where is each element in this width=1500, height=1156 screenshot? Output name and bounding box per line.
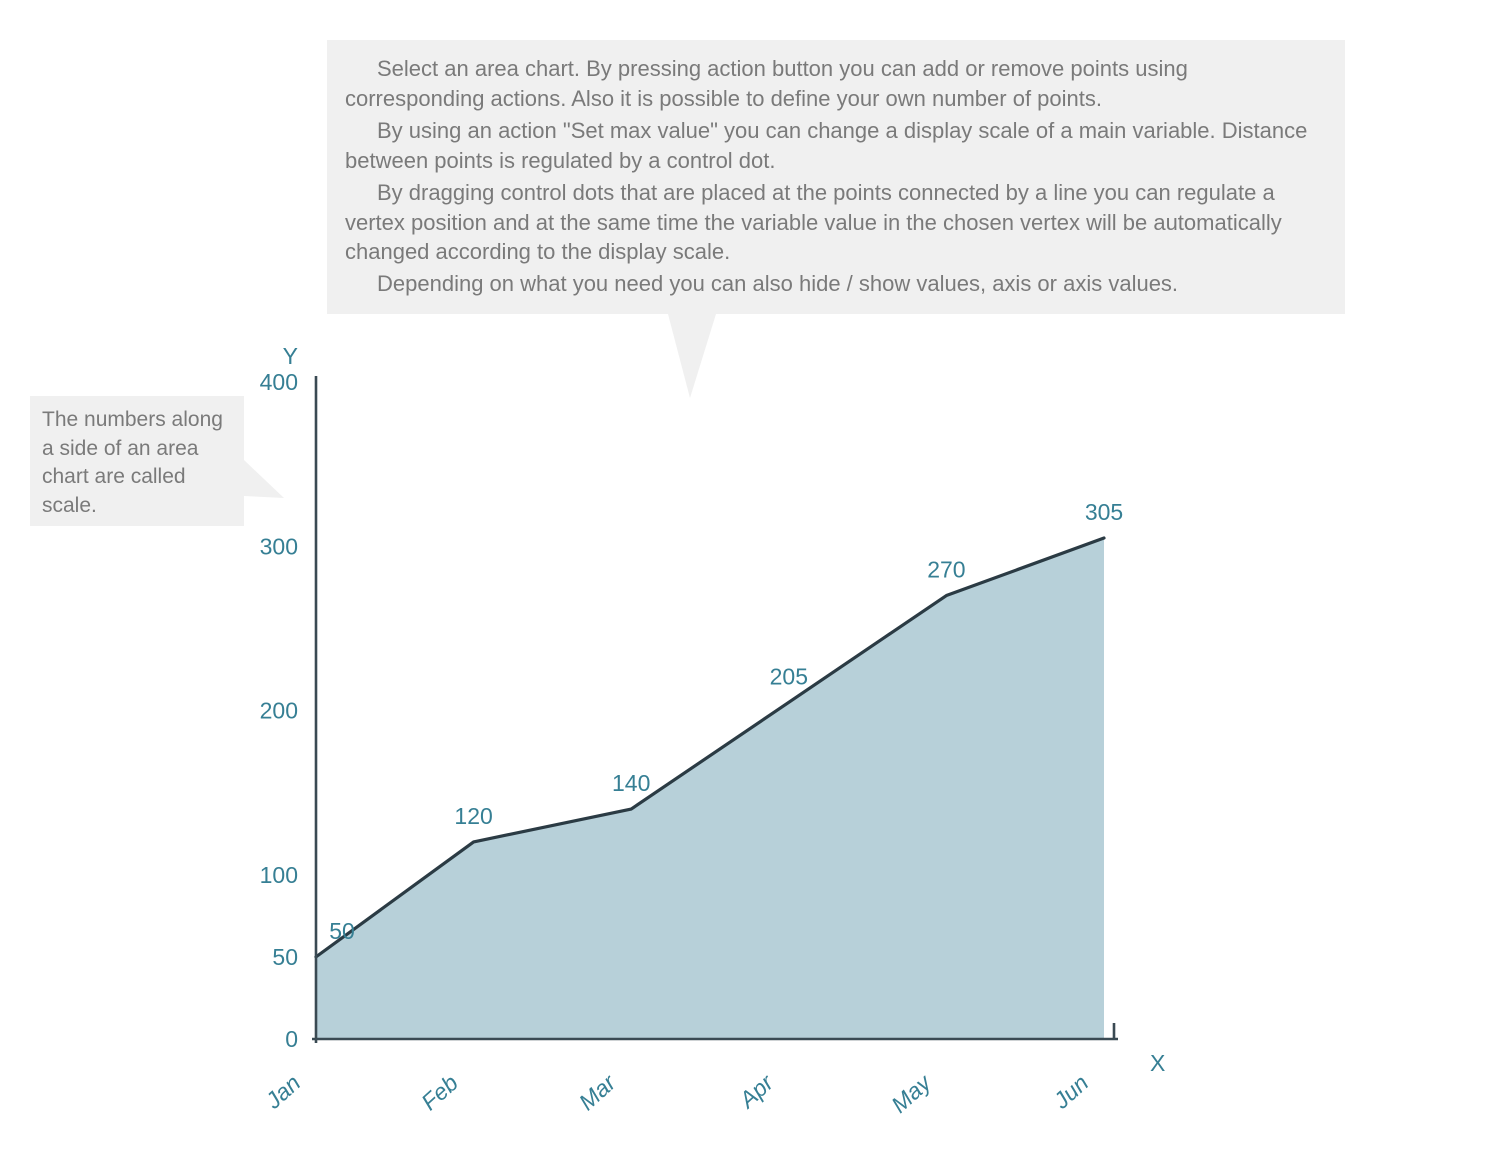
callout-left: The numbers along a side of an area char… <box>30 396 284 526</box>
x-category-label: Feb <box>416 1069 463 1115</box>
callout-top: Select an area chart. By pressing action… <box>327 40 1345 398</box>
y-tick-label: 0 <box>285 1026 298 1052</box>
value-label: 305 <box>1085 499 1123 525</box>
callout-top-text: Select an area chart. By pressing action… <box>345 54 1327 299</box>
y-tick-label: 100 <box>260 862 298 888</box>
value-label: 205 <box>770 663 808 689</box>
x-category-label: Jun <box>1048 1069 1094 1114</box>
y-tick-label: 400 <box>260 369 298 395</box>
y-tick-label: 300 <box>260 533 298 559</box>
figure-stage: Select an area chart. By pressing action… <box>0 0 1500 1156</box>
y-axis-label: Y <box>283 343 298 369</box>
callout-top-paragraph: Depending on what you need you can also … <box>345 269 1327 299</box>
value-label: 120 <box>454 803 492 829</box>
callout-top-paragraph: By using an action "Set max value" you c… <box>345 116 1327 176</box>
x-category-label: Apr <box>733 1069 779 1115</box>
y-tick-label: 200 <box>260 698 298 724</box>
y-tick-label: 50 <box>272 944 298 970</box>
x-axis-label: X <box>1150 1050 1165 1076</box>
callout-top-paragraph: By dragging control dots that are placed… <box>345 178 1327 268</box>
value-label: 270 <box>927 557 965 583</box>
callout-top-paragraph: Select an area chart. By pressing action… <box>345 54 1327 114</box>
x-category-label: Mar <box>574 1069 622 1116</box>
x-category-label: Jan <box>260 1069 306 1114</box>
value-label: 140 <box>612 770 650 796</box>
value-label: 50 <box>329 918 355 944</box>
callout-left-text: The numbers along a side of an area char… <box>42 406 236 520</box>
area-fill <box>316 538 1104 1039</box>
x-category-label: May <box>886 1068 937 1117</box>
area-chart: 0 50 100 200 300 400Y X Jan Feb Mar Apr May Jun 50 120… <box>260 343 1166 1118</box>
